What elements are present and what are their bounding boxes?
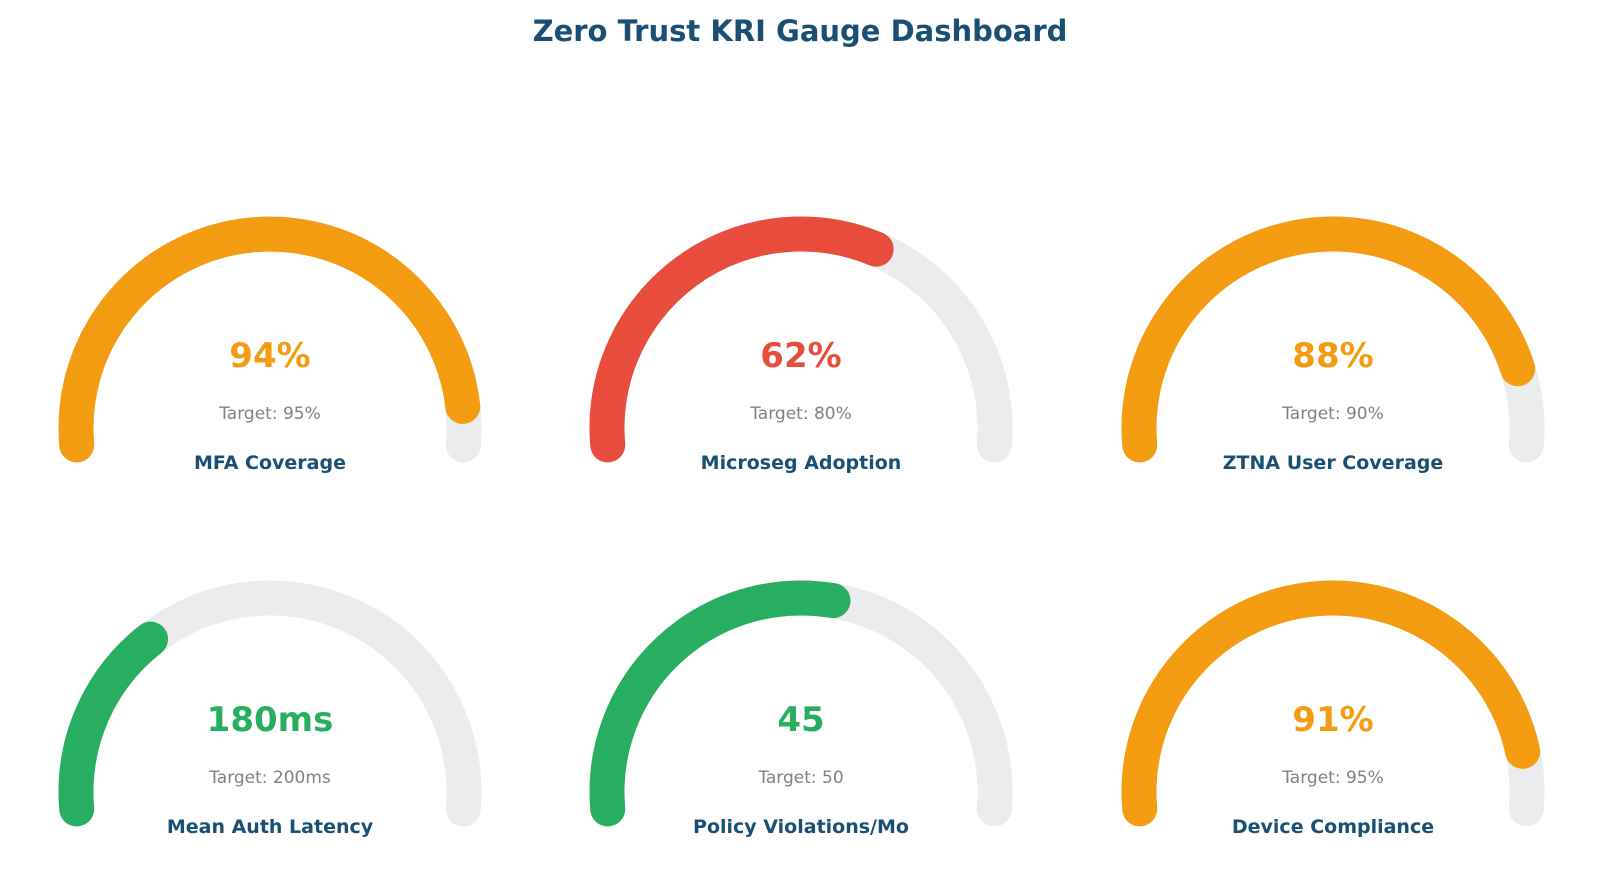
gauge-value-arc xyxy=(589,216,894,463)
gauge-value: 88% xyxy=(1292,336,1373,376)
gauge-microseg-adoption: 62% Target: 80% Microseg Adoption xyxy=(589,216,1013,474)
dashboard-title: Zero Trust KRI Gauge Dashboard xyxy=(533,14,1068,48)
gauges-grid: 94% Target: 95% MFA Coverage 62% Target: 80%… xyxy=(58,216,1545,838)
gauge-target: Target: 200ms xyxy=(208,768,331,788)
gauge-mfa-coverage: 94% Target: 95% MFA Coverage xyxy=(58,216,482,474)
gauge-label: Mean Auth Latency xyxy=(167,816,374,838)
gauge-value-arc xyxy=(1121,580,1541,827)
gauge-value: 91% xyxy=(1292,700,1373,740)
gauge-value: 62% xyxy=(760,336,841,376)
gauge-value: 94% xyxy=(229,336,310,376)
gauge-target: Target: 90% xyxy=(1281,404,1384,424)
gauge-target: Target: 95% xyxy=(1281,768,1384,788)
gauge-value-arc xyxy=(58,216,481,463)
gauge-value: 45 xyxy=(777,700,824,740)
gauge-value: 180ms xyxy=(207,700,334,740)
gauge-policy-violations-mo: 45 Target: 50 Policy Violations/Mo xyxy=(589,580,1013,838)
gauge-label: Device Compliance xyxy=(1232,816,1434,838)
gauge-label: ZTNA User Coverage xyxy=(1223,452,1444,474)
gauge-label: MFA Coverage xyxy=(194,452,346,474)
gauge-value-arc xyxy=(58,621,169,827)
gauge-label: Microseg Adoption xyxy=(701,452,902,474)
gauge-ztna-user-coverage: 88% Target: 90% ZTNA User Coverage xyxy=(1121,216,1545,474)
gauge-label: Policy Violations/Mo xyxy=(693,816,909,838)
gauge-value-arc xyxy=(589,580,851,827)
gauge-target: Target: 50 xyxy=(757,768,843,788)
gauge-target: Target: 80% xyxy=(749,404,852,424)
gauge-value-arc xyxy=(1121,216,1536,463)
gauge-mean-auth-latency: 180ms Target: 200ms Mean Auth Latency xyxy=(58,580,482,838)
gauge-device-compliance: 91% Target: 95% Device Compliance xyxy=(1121,580,1545,838)
gauge-target: Target: 95% xyxy=(218,404,321,424)
